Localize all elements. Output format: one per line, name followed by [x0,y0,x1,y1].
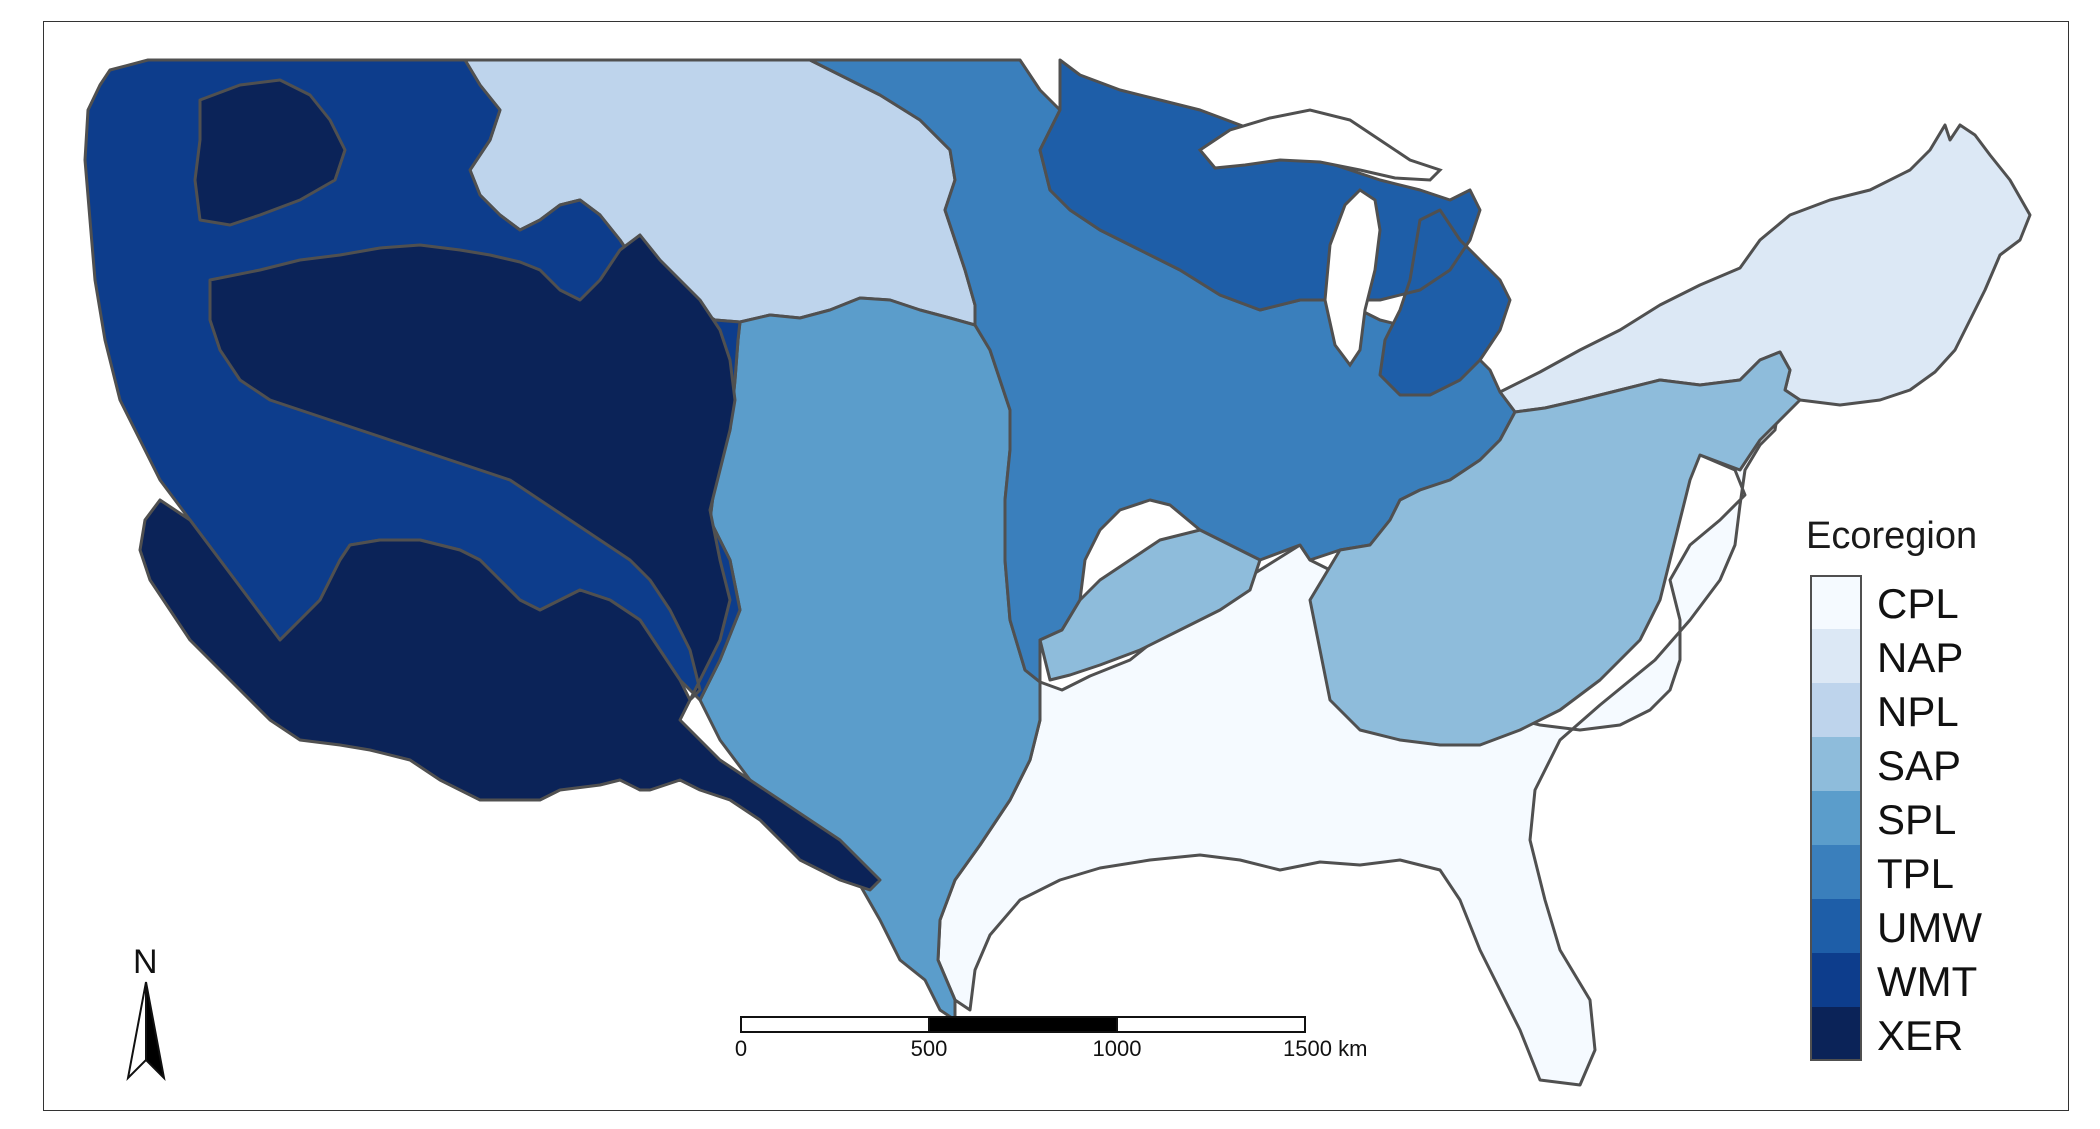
legend-swatch [1810,899,1862,953]
legend-item-cpl: CPL [1810,575,2010,629]
north-arrow-label: N [133,943,158,981]
legend-item-xer: XER [1810,1007,2010,1061]
legend-item-wmt: WMT [1810,953,2010,1007]
scale-tick-label: 1000 [1092,1036,1142,1061]
legend-swatch [1810,683,1862,737]
legend-swatch [1810,575,1862,629]
region-sap [1038,350,1802,747]
legend-item-umw: UMW [1810,899,2010,953]
legend-swatch [1810,737,1862,791]
scale-tick-label: 500 [910,1036,948,1061]
legend-label: SPL [1877,796,1957,843]
legend-label: UMW [1877,904,1982,951]
scale-tick-label: 0 [734,1036,748,1061]
legend-label: CPL [1877,580,1959,627]
legend-item-tpl: TPL [1810,845,2010,899]
legend-label: WMT [1877,958,1978,1005]
legend-label: SAP [1877,742,1962,789]
legend-swatch [1810,953,1862,1007]
legend-swatch [1810,845,1862,899]
region-xer [138,78,882,892]
legend-title: Ecoregion [1806,515,1978,557]
legend-item-nap: NAP [1810,629,2010,683]
legend-swatch [1810,1007,1862,1061]
legend-item-spl: SPL [1810,791,2010,845]
legend-label: XER [1877,1012,1964,1059]
legend-item-npl: NPL [1810,683,2010,737]
legend-item-sap: SAP [1810,737,2010,791]
legend-swatch [1810,791,1862,845]
legend-swatch [1810,629,1862,683]
lake-superior [1197,108,1443,182]
legend-label: NPL [1877,688,1959,735]
scale-tick-label: 1500 km [1283,1036,1368,1061]
region-umw [1038,58,1512,397]
lake-michigan [1323,188,1382,368]
legend-label: TPL [1877,850,1955,897]
legend-label: NAP [1877,634,1964,681]
